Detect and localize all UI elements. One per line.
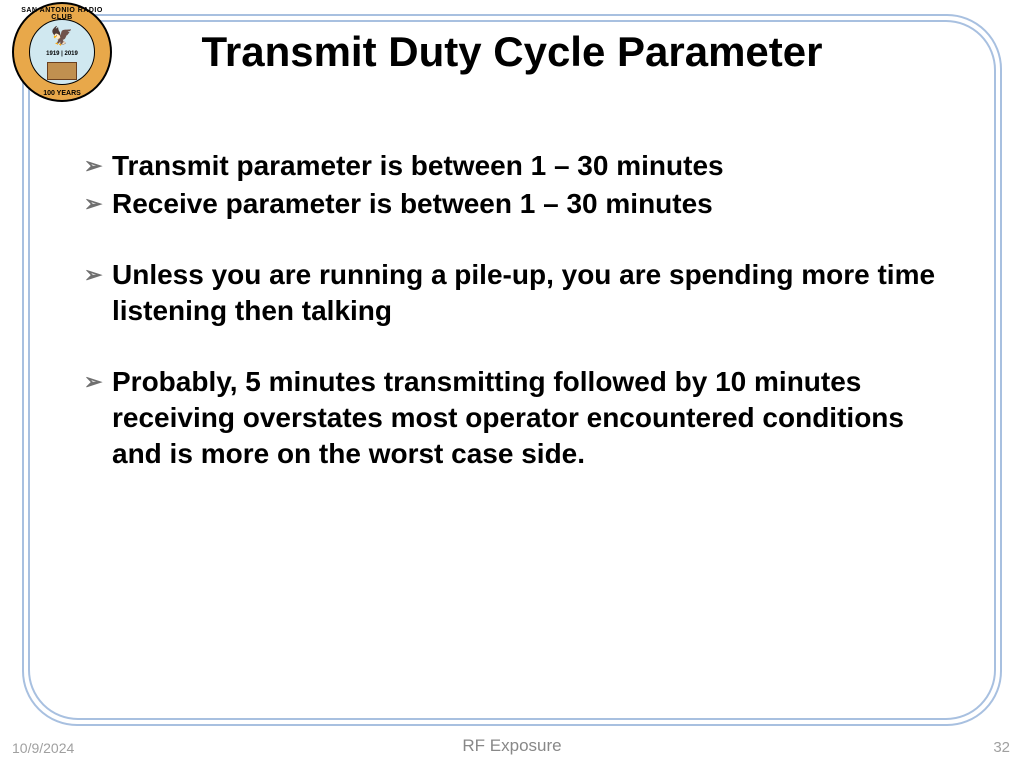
logo-anniversary: 100 YEARS: [14, 90, 110, 97]
eagle-icon: 🦅: [51, 26, 73, 47]
bullet-item: ➢ Receive parameter is between 1 – 30 mi…: [84, 186, 954, 222]
footer-page-number: 32: [993, 739, 1010, 756]
bullet-item: ➢ Transmit parameter is between 1 – 30 m…: [84, 148, 954, 184]
bullet-text: Unless you are running a pile-up, you ar…: [112, 259, 935, 326]
chevron-right-icon: ➢: [84, 261, 102, 290]
bullet-text: Transmit parameter is between 1 – 30 min…: [112, 150, 724, 181]
club-logo: SAN ANTONIO RADIO CLUB 🦅 1919 | 2019 100…: [12, 2, 112, 102]
building-icon: [47, 62, 77, 80]
bullet-text: Probably, 5 minutes transmitting followe…: [112, 366, 904, 470]
slide-content: ➢ Transmit parameter is between 1 – 30 m…: [84, 148, 954, 475]
logo-years: 1919 | 2019: [30, 51, 94, 57]
chevron-right-icon: ➢: [84, 152, 102, 181]
chevron-right-icon: ➢: [84, 368, 102, 397]
bullet-text: Receive parameter is between 1 – 30 minu…: [112, 188, 713, 219]
chevron-right-icon: ➢: [84, 190, 102, 219]
slide-title: Transmit Duty Cycle Parameter: [0, 28, 1024, 76]
bullet-item: ➢ Unless you are running a pile-up, you …: [84, 257, 954, 330]
bullet-item: ➢ Probably, 5 minutes transmitting follo…: [84, 364, 954, 473]
footer-title: RF Exposure: [0, 736, 1024, 756]
